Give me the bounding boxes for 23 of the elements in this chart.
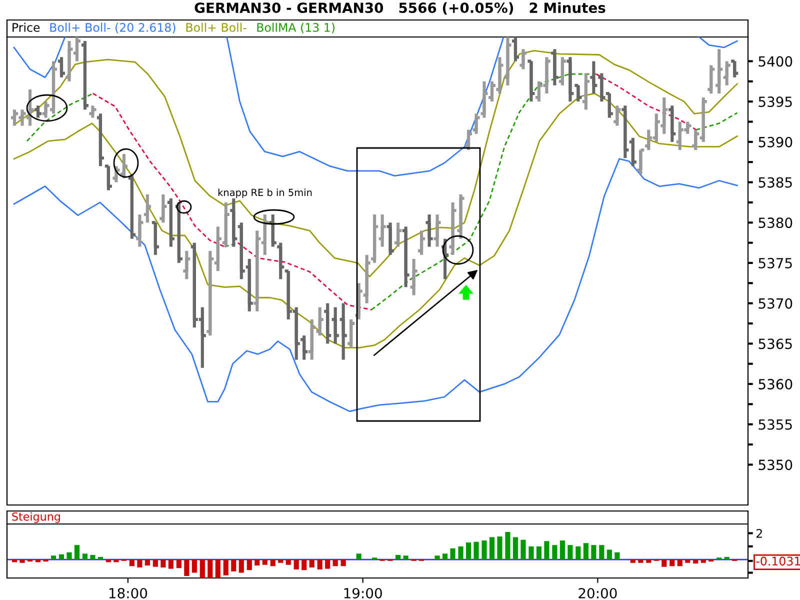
y-tick-label: 5365 [758,338,792,350]
y-tick-label: 5400 [758,56,792,67]
y-tick-label: 5370 [758,298,792,309]
y-tick-label: 5375 [758,258,792,268]
y-tick-label: 5380 [758,218,792,228]
y-tick-label: 5355 [758,419,792,430]
y-axis-title: Price [12,22,40,32]
text: Boll+ Boll- [186,22,246,32]
y-tick-label: -0.1031 [756,556,800,566]
y-tick-label: 5395 [758,96,792,108]
series-label: Boll+ Boll- (20 2.618) [50,22,176,34]
text: BollMA (13 1) [257,22,334,34]
y-tick-label: 5385 [758,177,792,188]
chart-title: Steigung [12,512,60,523]
annotation: knapp RE b in 5min [218,188,312,198]
x-tick-label: 18:00 [109,588,148,598]
y-tick-label: 5360 [758,378,792,390]
y-tick-label: 2 [756,528,762,538]
x-tick-label: 19:00 [344,588,382,598]
chart-title: GERMAN30 - GERMAN30 5566 (+0.05%) 2 Minutes [194,2,606,15]
y-tick-label: 5390 [758,136,792,148]
y-tick-label: 5350 [758,460,792,470]
x-tick-label: 20:00 [578,588,617,598]
